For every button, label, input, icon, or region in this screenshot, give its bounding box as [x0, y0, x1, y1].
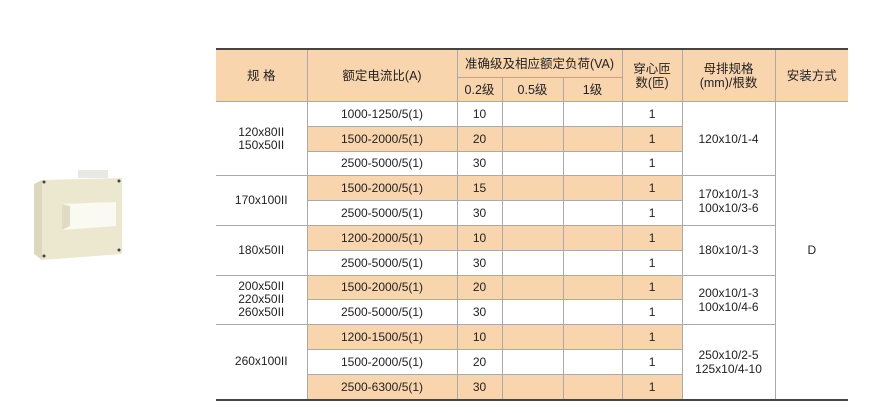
va-05-cell: [501, 101, 564, 127]
table-row: 1500-2000/5(1) 20 1: [216, 348, 848, 375]
va-02-cell: 30: [456, 150, 503, 177]
va-02-cell: 10: [456, 324, 503, 350]
va-05-cell: [501, 175, 564, 202]
table-row: 2500-6300/5(1) 30 1: [216, 373, 848, 401]
spec-cell: 120x80II 150x50II: [216, 100, 308, 177]
spec-cell: 260x100II: [216, 324, 308, 401]
specification-table: 规 格 额定电流比(A) 准确级及相应额定负荷(VA) 穿心匝数(匝) 母排规格…: [216, 48, 849, 401]
ratio-cell: 1200-2000/5(1): [306, 224, 458, 251]
va-1-cell: [562, 249, 623, 276]
spec-cell: 200x50II 220x50II 260x50II: [216, 274, 308, 326]
turns-cell: 1: [621, 274, 683, 301]
va-1-cell: [562, 373, 623, 401]
va-05-cell: [501, 299, 564, 326]
va-05-cell: [501, 348, 564, 375]
header-acc-02: 0.2级: [457, 77, 503, 102]
header-accuracy: 准确级及相应额定负荷(VA): [456, 48, 623, 78]
va-1-cell: [562, 274, 623, 301]
turns-cell: 1: [621, 299, 683, 326]
va-05-cell: [501, 249, 564, 276]
ratio-cell: 1500-2000/5(1): [306, 175, 458, 202]
table-row: 2500-5000/5(1) 30 1: [216, 249, 848, 276]
va-1-cell: [562, 150, 623, 177]
turns-cell: 1: [621, 249, 683, 276]
install-cell: D: [774, 100, 849, 401]
ratio-cell: 2500-5000/5(1): [306, 299, 458, 326]
ratio-cell: 2500-6300/5(1): [306, 373, 458, 401]
header-turns: 穿心匝数(匝): [621, 48, 683, 102]
va-1-cell: [562, 324, 623, 350]
va-1-cell: [562, 224, 623, 251]
turns-cell: 1: [621, 224, 683, 251]
header-busbar: 母排规格(mm)/根数: [681, 48, 776, 102]
header-ratio: 额定电流比(A): [306, 48, 458, 102]
turns-cell: 1: [621, 348, 683, 375]
va-02-cell: 20: [456, 125, 503, 152]
header-acc-1: 1级: [562, 77, 623, 102]
va-05-cell: [501, 274, 564, 301]
va-05-cell: [501, 200, 564, 226]
spec-cell: 180x50II: [216, 224, 308, 276]
table-row: 1500-2000/5(1) 20 1: [216, 125, 848, 152]
ratio-cell: 2500-5000/5(1): [306, 200, 458, 226]
ratio-cell: 2500-5000/5(1): [306, 249, 458, 276]
turns-cell: 1: [621, 101, 683, 127]
table-body: 120x80II 150x50II 1000-1250/5(1) 10 1 120x10/…: [216, 100, 849, 401]
va-1-cell: [562, 200, 623, 226]
va-02-cell: 30: [456, 299, 503, 326]
va-02-cell: 10: [456, 224, 503, 251]
ratio-cell: 1200-1500/5(1): [306, 324, 458, 350]
va-02-cell: 30: [456, 200, 503, 226]
busbar-cell: 120x10/1-4: [681, 100, 776, 177]
va-1-cell: [562, 125, 623, 152]
va-05-cell: [501, 324, 564, 350]
va-05-cell: [501, 373, 564, 401]
ratio-cell: 1500-2000/5(1): [306, 348, 458, 375]
va-02-cell: 20: [456, 274, 503, 301]
turns-cell: 1: [621, 125, 683, 152]
spec-cell: 170x100II: [216, 175, 308, 226]
turns-cell: 1: [621, 150, 683, 177]
va-1-cell: [562, 175, 623, 202]
header-spec: 规 格: [216, 48, 308, 102]
table-row: 2500-5000/5(1) 30 1: [216, 299, 848, 326]
busbar-cell: 180x10/1-3: [681, 224, 776, 276]
ratio-cell: 1500-2000/5(1): [306, 274, 458, 301]
current-transformer-image: [34, 170, 122, 260]
busbar-cell: 250x10/2-5 125x10/4-10: [681, 324, 776, 401]
va-1-cell: [562, 299, 623, 326]
table-row: 200x50II 220x50II 260x50II 1500-2000/5(1) 20…: [216, 274, 848, 326]
header-install: 安装方式: [774, 48, 849, 102]
turns-cell: 1: [621, 175, 683, 202]
va-1-cell: [562, 101, 623, 127]
table-row: 2500-5000/5(1) 30 1: [216, 150, 848, 177]
ratio-cell: 1000-1250/5(1): [306, 101, 458, 127]
va-05-cell: [501, 125, 564, 152]
table-row: 170x100II 1500-2000/5(1) 15 1 170x10/1-3 100x…: [216, 175, 848, 226]
va-02-cell: 30: [456, 373, 503, 401]
va-02-cell: 10: [456, 101, 503, 127]
va-02-cell: 15: [456, 175, 503, 202]
table-row: 120x80II 150x50II 1000-1250/5(1) 10 1 120x10/…: [216, 100, 849, 401]
turns-cell: 1: [621, 373, 683, 401]
va-05-cell: [501, 150, 564, 177]
ratio-cell: 1500-2000/5(1): [306, 125, 458, 152]
va-05-cell: [501, 224, 564, 251]
va-02-cell: 30: [456, 249, 503, 276]
va-1-cell: [562, 348, 623, 375]
table-row: 180x50II 1200-2000/5(1) 10 1 180x10/1-3: [216, 224, 848, 276]
ratio-cell: 2500-5000/5(1): [306, 150, 458, 177]
header-acc-05: 0.5级: [501, 77, 564, 102]
busbar-cell: 200x10/1-3 100x10/4-6: [681, 274, 776, 326]
busbar-cell: 170x10/1-3 100x10/3-6: [681, 175, 776, 226]
turns-cell: 1: [621, 324, 683, 350]
table-row: 260x100II 1200-1500/5(1) 10 1 250x10/2-5 125x…: [216, 324, 848, 401]
va-02-cell: 20: [456, 348, 503, 375]
turns-cell: 1: [621, 200, 683, 226]
